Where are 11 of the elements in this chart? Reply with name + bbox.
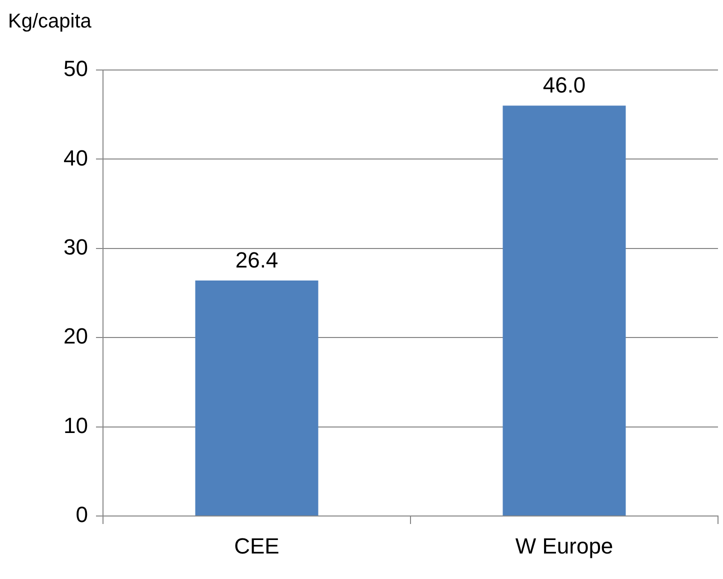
y-tick-label: 20 <box>64 324 88 349</box>
y-tick-label: 50 <box>64 56 88 82</box>
data-label: 46.0 <box>542 72 586 98</box>
y-tick-label: 10 <box>64 412 88 438</box>
x-tick-label: CEE <box>234 533 280 558</box>
y-tick-label: 30 <box>64 234 88 260</box>
y-axis-title: Kg/capita <box>8 10 92 33</box>
x-tick-label: W Europe <box>515 533 614 558</box>
y-tick-label: 40 <box>64 145 88 170</box>
y-tick-label: 0 <box>76 502 88 528</box>
data-label: 26.4 <box>235 248 278 273</box>
